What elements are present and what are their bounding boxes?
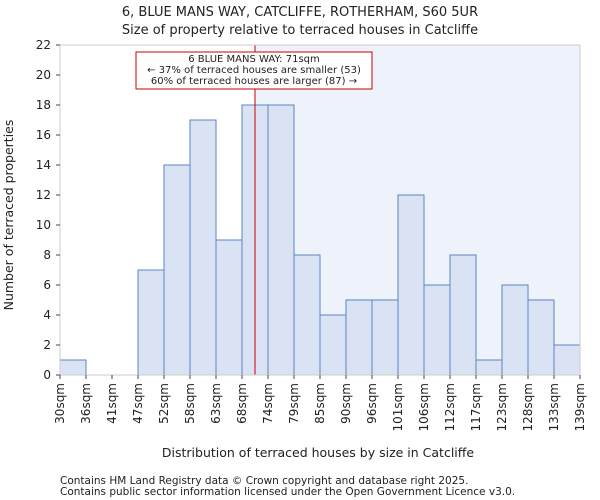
bar-128sqm — [527, 299, 555, 376]
chart-title-line-2: Size of property relative to terraced ho… — [122, 23, 478, 38]
x-tick-label: 52sqm — [157, 383, 171, 424]
y-axis-label: Number of terraced properties — [1, 120, 16, 311]
annotation-line-1: 6 BLUE MANS WAY: 71sqm — [188, 54, 320, 65]
y-tick-label: 16 — [36, 128, 51, 142]
bar-58sqm — [189, 119, 217, 376]
x-tick-label: 123sqm — [495, 383, 509, 431]
x-tick-label: 106sqm — [417, 383, 431, 431]
x-tick-label: 133sqm — [547, 383, 561, 431]
bar-30sqm — [59, 359, 87, 376]
bar-90sqm — [345, 299, 373, 376]
bar-47sqm — [137, 269, 165, 376]
y-tick-label: 14 — [36, 158, 51, 172]
x-tick-label: 90sqm — [339, 383, 353, 424]
x-tick-label: 74sqm — [261, 383, 275, 424]
y-tick-label: 0 — [43, 368, 51, 382]
x-tick-label: 117sqm — [469, 383, 483, 431]
x-tick-label: 63sqm — [209, 383, 223, 424]
x-tick-label: 47sqm — [131, 383, 145, 424]
x-axis-ticks: 30sqm 36sqm 41sqm 47sqm 52sqm 58sqm 63sqm 68sqm… — [53, 375, 587, 431]
y-tick-label: 18 — [36, 98, 51, 112]
x-tick-label: 30sqm — [53, 383, 67, 424]
x-tick-label: 112sqm — [443, 383, 457, 431]
y-tick-label: 8 — [43, 248, 51, 262]
x-tick-label: 68sqm — [235, 383, 249, 424]
y-tick-label: 22 — [36, 38, 51, 52]
bar-101sqm — [397, 194, 425, 376]
bar-117sqm — [475, 359, 503, 376]
bar-96sqm — [371, 299, 399, 376]
y-tick-label: 4 — [43, 308, 51, 322]
y-tick-label: 6 — [43, 278, 51, 292]
bar-106sqm — [423, 284, 451, 376]
bar-123sqm — [501, 284, 529, 376]
plot-area: 0 2 4 6 8 10 12 14 16 18 20 22 30sqm 36sqm 41sqm 47sqm… — [36, 38, 587, 431]
y-tick-label: 10 — [36, 218, 51, 232]
bar-52sqm — [163, 164, 191, 376]
chart-title-line-1: 6, BLUE MANS WAY, CATCLIFFE, ROTHERHAM, … — [122, 5, 478, 20]
y-tick-label: 12 — [36, 188, 51, 202]
x-tick-label: 128sqm — [521, 383, 535, 431]
x-tick-label: 85sqm — [313, 383, 327, 424]
x-axis-label: Distribution of terraced houses by size … — [162, 445, 474, 460]
x-tick-label: 36sqm — [79, 383, 93, 424]
x-tick-label: 96sqm — [365, 383, 379, 424]
bar-79sqm — [293, 254, 321, 376]
x-tick-label: 101sqm — [391, 383, 405, 431]
bar-74sqm — [267, 104, 295, 376]
marker-annotation: 6 BLUE MANS WAY: 71sqm ← 37% of terraced… — [135, 51, 373, 90]
y-axis-ticks: 0 2 4 6 8 10 12 14 16 18 20 22 — [36, 38, 60, 382]
bar-133sqm — [553, 344, 581, 376]
x-tick-label: 41sqm — [105, 383, 119, 424]
annotation-line-3: 60% of terraced houses are larger (87) → — [151, 76, 357, 87]
footer-line-2: Contains public sector information licen… — [60, 486, 515, 498]
x-tick-label: 79sqm — [287, 383, 301, 424]
x-tick-label: 58sqm — [183, 383, 197, 424]
annotation-box — [135, 51, 373, 90]
bar-112sqm — [449, 254, 477, 376]
x-tick-label: 139sqm — [573, 383, 587, 431]
bar-85sqm — [319, 314, 347, 376]
y-tick-label: 2 — [43, 338, 51, 352]
bar-63sqm — [215, 239, 243, 376]
annotation-line-2: ← 37% of terraced houses are smaller (53… — [147, 65, 361, 76]
y-tick-label: 20 — [36, 68, 51, 82]
footer-line-1: Contains HM Land Registry data © Crown c… — [60, 475, 468, 487]
